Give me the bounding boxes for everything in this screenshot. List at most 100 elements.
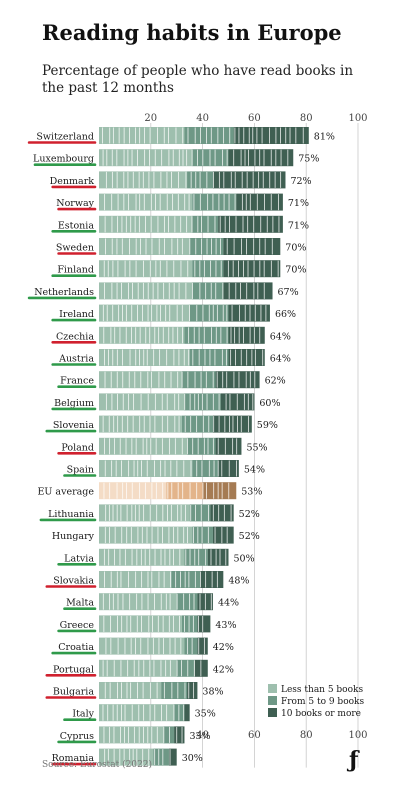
x-tick-bottom-40: 40 (196, 730, 209, 741)
bar-spain-seg-2 (218, 460, 239, 477)
bar-netherlands-seg-0 (99, 282, 193, 300)
bar-portugal-seg-0 (99, 659, 177, 677)
row-label-luxembourg: Luxembourg (33, 154, 94, 165)
bar-croatia-seg-1 (184, 637, 198, 655)
chart-title: Reading habits in Europe (42, 20, 342, 45)
total-label-hungary: 52% (239, 531, 260, 542)
bar-norway-seg-0 (99, 193, 193, 211)
bar-greece-seg-0 (99, 615, 182, 633)
row-label-netherlands: Netherlands (34, 287, 94, 298)
row-label-malta: Malta (66, 598, 94, 609)
bar-spain-seg-1 (192, 460, 219, 477)
legend-swatch-1 (268, 696, 277, 705)
x-tick-top-100: 100 (348, 113, 367, 124)
total-label-latvia: 50% (234, 553, 255, 564)
row-label-norway: Norway (56, 198, 94, 209)
total-label-eu-average: 53% (241, 487, 262, 498)
bar-sweden-seg-2 (223, 238, 281, 255)
bar-eu-average-seg-2 (202, 482, 237, 500)
bar-poland-seg-1 (187, 437, 216, 455)
total-label-estonia: 71% (288, 220, 309, 231)
total-label-malta: 44% (218, 598, 239, 609)
bar-slovakia-seg-1 (171, 571, 201, 588)
bar-czechia-seg-1 (184, 326, 229, 344)
legend-label-1: From 5 to 9 books (281, 697, 364, 707)
bar-estonia-seg-2 (218, 215, 283, 233)
total-label-poland: 55% (246, 442, 267, 453)
bar-ireland-seg-0 (99, 304, 190, 322)
total-label-bulgaria: 38% (202, 687, 223, 698)
bar-malta-seg-0 (99, 593, 177, 611)
total-label-denmark: 72% (290, 176, 311, 187)
row-label-romania: Romania (52, 753, 95, 764)
bar-croatia-seg-0 (99, 637, 185, 655)
total-label-belgium: 60% (259, 398, 280, 409)
bar-luxembourg-seg-0 (99, 149, 193, 167)
row-label-finland: Finland (57, 265, 94, 276)
bar-norway-seg-2 (236, 193, 283, 211)
x-tick-top-80: 80 (300, 113, 313, 124)
bar-latvia-seg-1 (184, 548, 208, 566)
row-label-hungary: Hungary (52, 531, 95, 542)
row-label-slovakia: Slovakia (53, 576, 94, 587)
row-label-denmark: Denmark (50, 176, 95, 187)
legend-label-2: 10 books or more (281, 709, 361, 719)
total-label-slovenia: 59% (257, 420, 278, 431)
row-label-greece: Greece (60, 620, 95, 631)
total-label-luxembourg: 75% (298, 154, 319, 165)
legend-swatch-2 (268, 708, 277, 717)
bar-czechia-seg-2 (228, 326, 265, 344)
row-label-switzerland: Switzerland (36, 132, 94, 143)
row-label-ireland: Ireland (59, 309, 94, 320)
source-note: Source: Eurostat (2022) (42, 760, 153, 770)
bar-lithuania-seg-0 (99, 504, 190, 522)
total-label-cyprus: 33% (189, 731, 210, 742)
legend-label-0: Less than 5 books (281, 685, 363, 695)
total-label-finland: 70% (285, 265, 306, 276)
bar-slovakia-seg-2 (200, 571, 224, 588)
total-label-netherlands: 67% (278, 287, 299, 298)
bar-switzerland-seg-0 (99, 127, 185, 144)
bar-lithuania-seg-1 (189, 504, 211, 522)
row-label-france: France (60, 376, 94, 387)
bar-slovenia-seg-1 (181, 415, 213, 433)
total-label-spain: 54% (244, 465, 265, 476)
bar-sweden-seg-0 (99, 238, 190, 255)
row-label-eu-average: EU average (37, 487, 94, 498)
bar-portugal-seg-1 (176, 659, 195, 677)
bar-slovenia-seg-0 (99, 415, 182, 433)
x-tick-top-40: 40 (196, 113, 209, 124)
bar-ireland-seg-2 (228, 304, 270, 322)
bar-slovenia-seg-2 (212, 415, 252, 433)
legend-swatch-0 (268, 684, 277, 693)
bar-hungary-seg-1 (192, 526, 213, 544)
bar-romania-seg-0 (99, 748, 154, 766)
bar-netherlands-seg-1 (192, 282, 224, 300)
bar-malta-seg-1 (176, 593, 198, 611)
row-label-lithuania: Lithuania (48, 509, 94, 520)
row-label-austria: Austria (58, 354, 94, 365)
bar-sweden-seg-1 (189, 238, 224, 255)
total-label-romania: 30% (182, 753, 203, 764)
bar-lithuania-seg-2 (210, 504, 234, 522)
row-label-bulgaria: Bulgaria (53, 687, 94, 698)
total-label-greece: 43% (215, 620, 236, 631)
row-label-croatia: Croatia (58, 642, 94, 653)
row-label-belgium: Belgium (54, 398, 94, 409)
total-label-france: 62% (265, 376, 286, 387)
bar-romania-seg-1 (153, 748, 169, 766)
bar-belgium-seg-0 (99, 393, 185, 411)
bar-italy-seg-0 (99, 704, 175, 722)
bar-netherlands-seg-2 (223, 282, 273, 300)
bar-bulgaria-seg-0 (99, 682, 162, 699)
bar-spain-seg-0 (99, 460, 193, 477)
bar-croatia-seg-2 (197, 637, 208, 655)
bar-cyprus-seg-1 (163, 726, 175, 744)
bar-finland-seg-2 (223, 260, 281, 278)
x-tick-bottom-60: 60 (248, 730, 261, 741)
bar-finland-seg-0 (99, 260, 193, 278)
row-label-italy: Italy (72, 709, 94, 720)
total-label-switzerland: 81% (314, 132, 335, 143)
bar-cyprus-seg-0 (99, 726, 164, 744)
